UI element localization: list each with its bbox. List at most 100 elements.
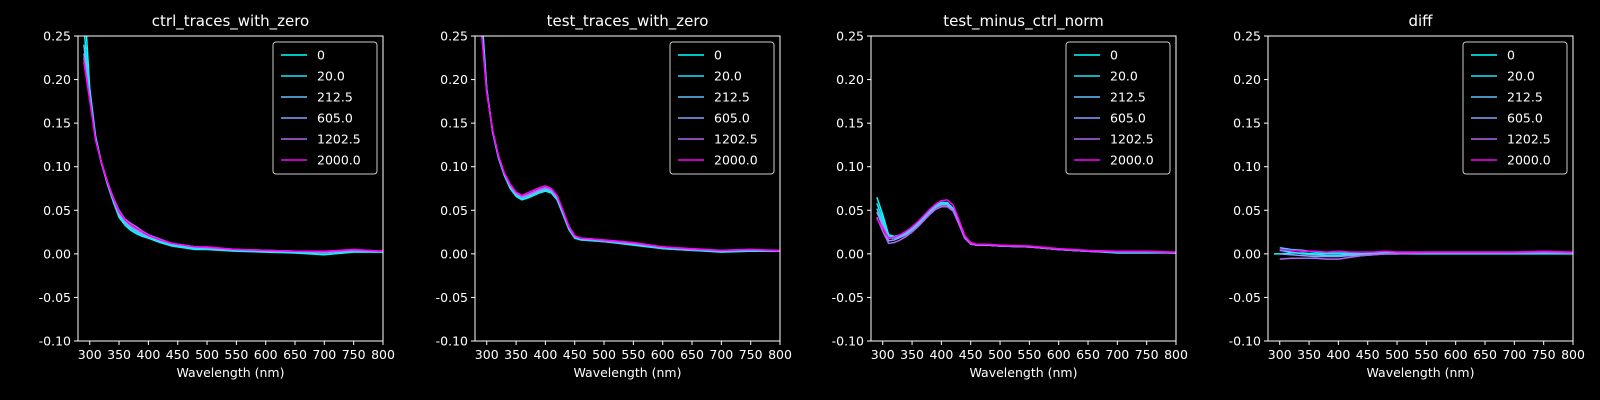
legend-item: 2000.0	[281, 153, 361, 168]
x-tick-label: 600	[651, 347, 675, 362]
legend-label: 1202.5	[1110, 132, 1154, 147]
x-tick-label: 800	[1164, 347, 1188, 362]
chart-title: diff	[1408, 12, 1433, 30]
legend-label: 20.0	[714, 69, 742, 84]
legend-label: 212.5	[1110, 90, 1146, 105]
x-tick-label: 800	[1561, 347, 1585, 362]
x-tick-label: 700	[312, 347, 336, 362]
y-tick-label: -0.10	[1229, 334, 1261, 349]
legend: 0 20.0 212.5 605.0 1202.5 2000.0	[669, 41, 775, 175]
x-tick-label: 600	[1047, 347, 1071, 362]
chart-title: test_traces_with_zero	[547, 12, 709, 31]
legend-label: 20.0	[317, 69, 345, 84]
legend-item: 20.0	[678, 69, 742, 84]
x-tick-label: 550	[1017, 347, 1041, 362]
y-tick-label: 0.00	[440, 246, 468, 261]
x-tick-label: 450	[959, 347, 983, 362]
series-lines	[83, 36, 383, 256]
x-tick-label: 700	[1502, 347, 1526, 362]
y-tick-label: 0.05	[1233, 203, 1261, 218]
x-tick-label: 400	[136, 347, 160, 362]
series-line	[1279, 251, 1573, 260]
legend-label: 0	[714, 48, 722, 63]
x-tick-label: 750	[1532, 347, 1556, 362]
y-tick-label: -0.10	[39, 334, 71, 349]
legend-item: 605.0	[678, 111, 750, 126]
legend-item: 0	[1471, 48, 1515, 63]
legend-item: 2000.0	[678, 153, 758, 168]
series-line	[83, 62, 383, 252]
legend-label: 2000.0	[317, 153, 361, 168]
legend-item: 605.0	[281, 111, 353, 126]
x-tick-label: 750	[1135, 347, 1159, 362]
x-tick-label: 400	[929, 347, 953, 362]
legend-label: 212.5	[317, 90, 353, 105]
legend-label: 605.0	[1110, 111, 1146, 126]
legend-box	[1065, 41, 1171, 175]
x-tick-label: 450	[563, 347, 587, 362]
y-tick-label: 0.15	[1233, 116, 1261, 131]
x-tick-label: 650	[1473, 347, 1497, 362]
x-tick-label: 350	[107, 347, 131, 362]
chart-panel-3: test_minus_ctrl_norm 300 350 400 450 500 550 60…	[832, 12, 1188, 380]
legend-item: 0	[678, 48, 722, 63]
legend-item: 212.5	[678, 90, 750, 105]
legend-label: 0	[1110, 48, 1118, 63]
y-tick-label: 0.25	[1233, 29, 1261, 44]
x-tick-label: 700	[709, 347, 733, 362]
y-tick-label: 0.20	[43, 72, 71, 87]
x-tick-label: 800	[371, 347, 395, 362]
series-lines	[876, 196, 1176, 254]
x-axis-label: Wavelength (nm)	[970, 365, 1078, 380]
x-tick-label: 600	[1444, 347, 1468, 362]
x-tick-label: 350	[504, 347, 528, 362]
y-tick-label: 0.20	[836, 72, 864, 87]
series-lines	[1273, 247, 1573, 260]
x-axis-label: Wavelength (nm)	[177, 365, 285, 380]
plot-frame	[870, 35, 1177, 342]
legend-item: 20.0	[281, 69, 345, 84]
legend-label: 212.5	[1507, 90, 1543, 105]
y-tick-label: -0.10	[436, 334, 468, 349]
legend-item: 2000.0	[1074, 153, 1154, 168]
y-tick-label: 0.20	[1233, 72, 1261, 87]
legend-item: 1202.5	[1074, 132, 1154, 147]
legend-label: 20.0	[1110, 69, 1138, 84]
legend: 0 20.0 212.5 605.0 1202.5 2000.0	[1065, 41, 1171, 175]
x-tick-label: 550	[621, 347, 645, 362]
plot-frame	[474, 35, 781, 342]
y-tick-label: 0.10	[440, 159, 468, 174]
x-tick-label: 300	[78, 347, 102, 362]
y-tick-label: 0.10	[1233, 159, 1261, 174]
x-tick-label: 350	[900, 347, 924, 362]
chart-panel-2: test_traces_with_zero 300 350 400 450 500 550 6…	[436, 12, 792, 380]
series-line	[876, 196, 1176, 254]
legend-item: 0	[281, 48, 325, 63]
series-line	[481, 36, 780, 252]
x-tick-label: 800	[768, 347, 792, 362]
legend-item: 2000.0	[1471, 153, 1551, 168]
series-lines	[481, 36, 780, 253]
y-tick-label: 0.00	[1233, 246, 1261, 261]
chart-panel-1: ctrl_traces_with_zero 300 350 400 450 500 550 6…	[39, 12, 395, 380]
y-tick-label: -0.05	[39, 290, 71, 305]
legend-label: 0	[1507, 48, 1515, 63]
legend-item: 212.5	[1471, 90, 1543, 105]
x-axis-label: Wavelength (nm)	[574, 365, 682, 380]
legend-label: 2000.0	[1507, 153, 1551, 168]
legend: 0 20.0 212.5 605.0 1202.5 2000.0	[1462, 41, 1568, 175]
y-tick-label: -0.05	[1229, 290, 1261, 305]
series-line	[876, 199, 1176, 253]
legend-box	[669, 41, 775, 175]
legend-box	[272, 41, 378, 175]
y-tick-label: 0.15	[440, 116, 468, 131]
chart-title: ctrl_traces_with_zero	[152, 12, 309, 31]
legend-label: 605.0	[714, 111, 750, 126]
legend-label: 20.0	[1507, 69, 1535, 84]
legend-item: 605.0	[1074, 111, 1146, 126]
legend-item: 1202.5	[678, 132, 758, 147]
y-tick-label: 0.00	[43, 246, 71, 261]
y-tick-label: 0.05	[43, 203, 71, 218]
legend-item: 1202.5	[1471, 132, 1551, 147]
